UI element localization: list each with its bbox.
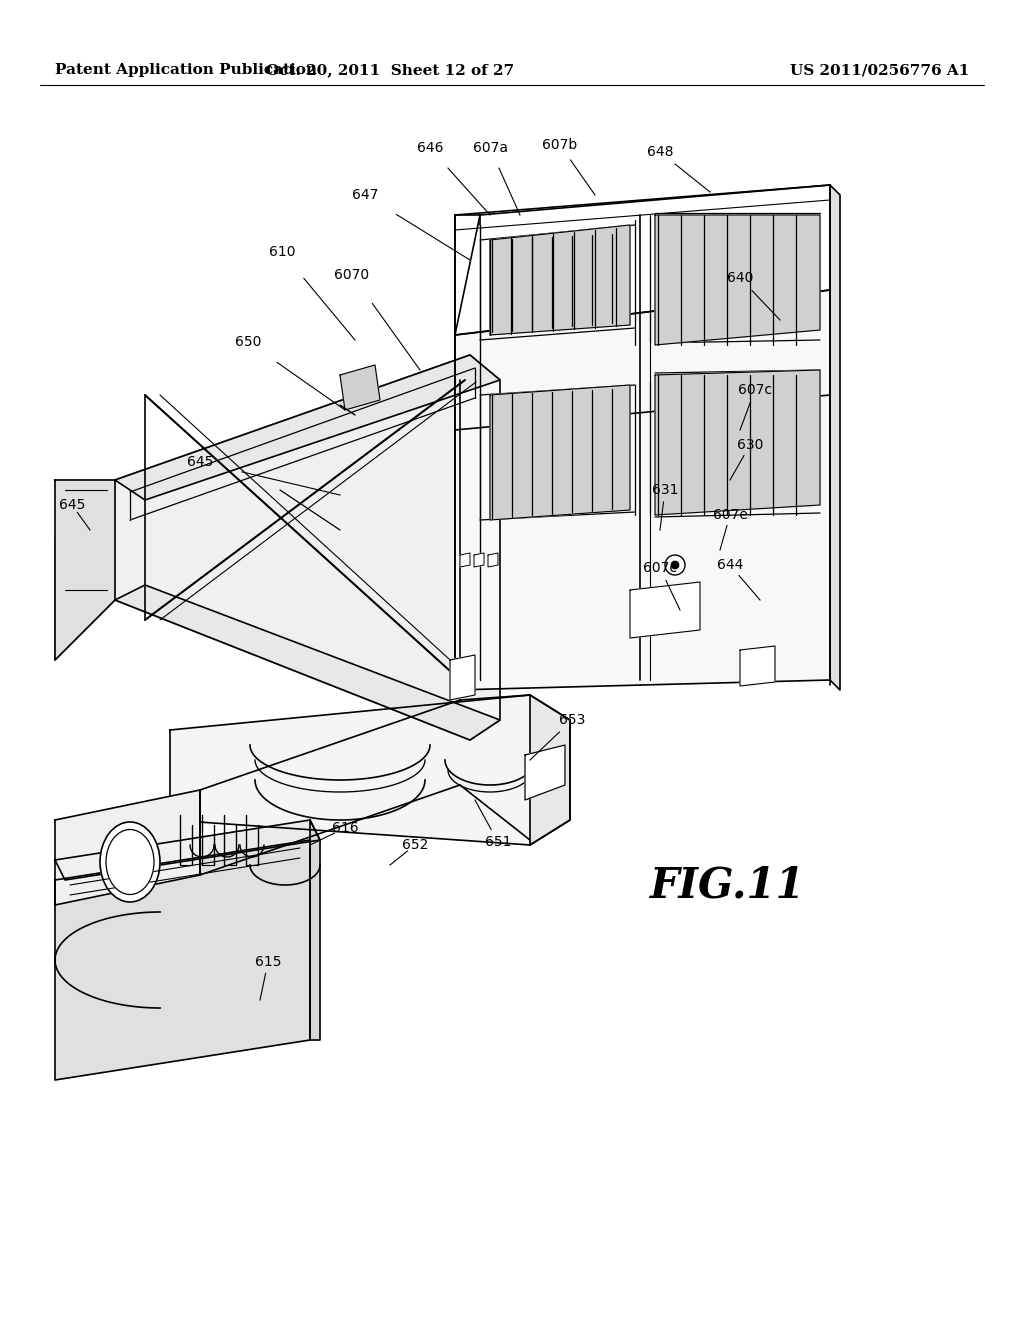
Text: 652: 652	[401, 838, 428, 851]
Polygon shape	[455, 290, 830, 690]
Polygon shape	[530, 696, 570, 845]
Text: 650: 650	[234, 335, 261, 348]
Ellipse shape	[106, 829, 154, 895]
Polygon shape	[460, 553, 470, 568]
Text: 645: 645	[186, 455, 213, 469]
Text: 6070: 6070	[335, 268, 370, 282]
Polygon shape	[740, 645, 775, 686]
Text: 607e: 607e	[713, 508, 748, 521]
Text: 607a: 607a	[472, 141, 508, 154]
Polygon shape	[455, 185, 830, 335]
Text: 631: 631	[651, 483, 678, 498]
Polygon shape	[655, 215, 820, 345]
Polygon shape	[830, 185, 840, 690]
Text: Oct. 20, 2011  Sheet 12 of 27: Oct. 20, 2011 Sheet 12 of 27	[266, 63, 514, 77]
Text: 607c: 607c	[738, 383, 772, 397]
Text: 607c: 607c	[643, 561, 677, 576]
Polygon shape	[340, 366, 380, 411]
Polygon shape	[630, 582, 700, 638]
Text: FIG.11: FIG.11	[650, 865, 806, 906]
Polygon shape	[55, 355, 500, 741]
Text: 640: 640	[727, 271, 754, 285]
Text: 653: 653	[559, 713, 585, 727]
Text: 615: 615	[255, 954, 282, 969]
Polygon shape	[170, 696, 570, 845]
Polygon shape	[115, 355, 500, 500]
Polygon shape	[490, 385, 630, 520]
Text: 645: 645	[58, 498, 85, 512]
Text: 651: 651	[484, 836, 511, 849]
Polygon shape	[488, 553, 498, 568]
Text: 616: 616	[332, 821, 358, 836]
Polygon shape	[655, 370, 820, 515]
Circle shape	[671, 561, 679, 569]
Polygon shape	[474, 553, 484, 568]
Polygon shape	[525, 744, 565, 800]
Text: 646: 646	[417, 141, 443, 154]
Polygon shape	[310, 820, 319, 1040]
Polygon shape	[490, 224, 630, 335]
Text: 644: 644	[717, 558, 743, 572]
Polygon shape	[55, 480, 115, 660]
Ellipse shape	[100, 822, 160, 902]
Text: 607b: 607b	[543, 139, 578, 152]
Polygon shape	[55, 789, 200, 906]
Polygon shape	[450, 655, 475, 700]
Polygon shape	[115, 585, 500, 741]
Text: US 2011/0256776 A1: US 2011/0256776 A1	[790, 63, 970, 77]
Polygon shape	[55, 820, 319, 880]
Text: 647: 647	[352, 187, 378, 202]
Text: 610: 610	[268, 246, 295, 259]
Text: 630: 630	[737, 438, 763, 451]
Polygon shape	[55, 840, 310, 1080]
Text: 648: 648	[647, 145, 673, 158]
Text: Patent Application Publication: Patent Application Publication	[55, 63, 317, 77]
